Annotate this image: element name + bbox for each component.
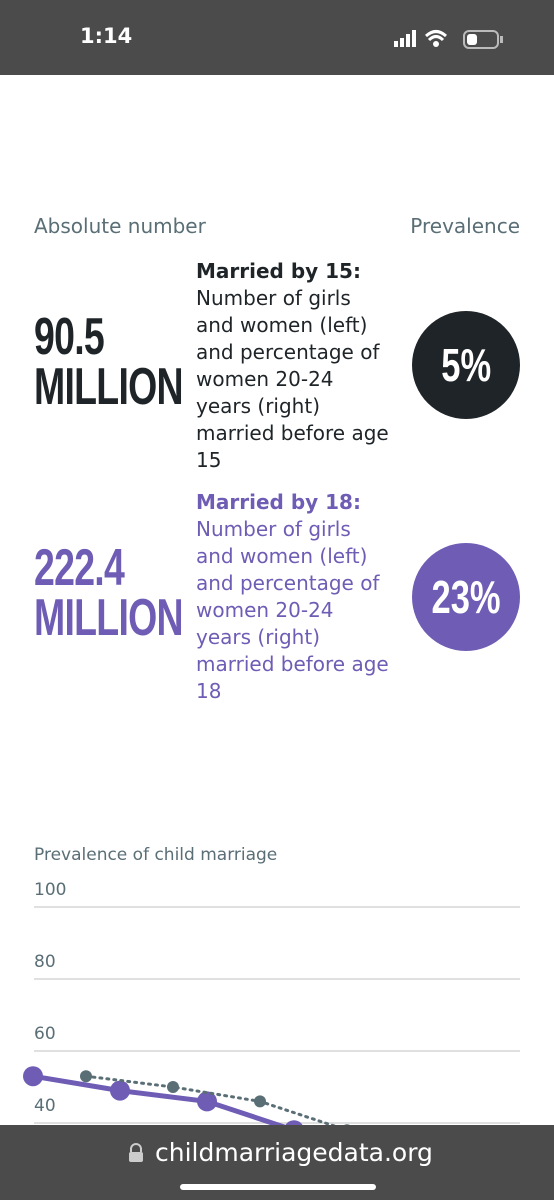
y-tick-label: 60 [34, 1024, 56, 1044]
status-bar [0, 0, 554, 75]
home-indicator [180, 1184, 376, 1190]
y-tick-label: 80 [34, 952, 56, 972]
url[interactable]: childmarriagedata.org [155, 1138, 433, 1167]
absolute-number: 222.4 MILLION [34, 539, 184, 647]
data-point [110, 1080, 130, 1101]
number: 222.4 [34, 539, 125, 597]
header-right: Prevalence [410, 214, 520, 238]
text: Number of girls and women (left) and per… [196, 286, 389, 472]
text: Number of girls and women (left) and per… [196, 517, 389, 703]
description: Married by 15: Number of girls and women … [196, 258, 391, 474]
data-point [167, 1081, 179, 1093]
chart: 40 60 80 100 [23, 880, 520, 1140]
prevalence-circle: 5% [412, 311, 520, 419]
unit: MILLION [34, 589, 184, 647]
prevalence: 23% [431, 571, 501, 623]
label: Married by 15: [196, 259, 361, 283]
absolute-number: 90.5 MILLION [34, 308, 184, 416]
unit: MILLION [34, 358, 184, 416]
data-point [23, 1066, 43, 1087]
data-point [80, 1070, 92, 1083]
y-tick-label: 40 [34, 1096, 56, 1116]
data-point [254, 1095, 266, 1108]
series-line [84, 1074, 349, 1132]
header-left: Absolute number [34, 214, 206, 238]
prevalence: 5% [441, 339, 491, 391]
label: Married by 18: [196, 490, 361, 514]
status-icons [394, 30, 503, 49]
series-line [30, 1073, 297, 1133]
clock: 1:14 [80, 24, 133, 48]
chart-title: Prevalence of child marriage [34, 845, 278, 865]
y-tick-label: 100 [34, 880, 66, 900]
lock-icon [129, 1143, 143, 1162]
number: 90.5 [34, 308, 105, 366]
description: Married by 18: Number of girls and women … [196, 489, 391, 705]
data-point [197, 1091, 217, 1112]
prevalence-circle: 23% [412, 543, 520, 651]
